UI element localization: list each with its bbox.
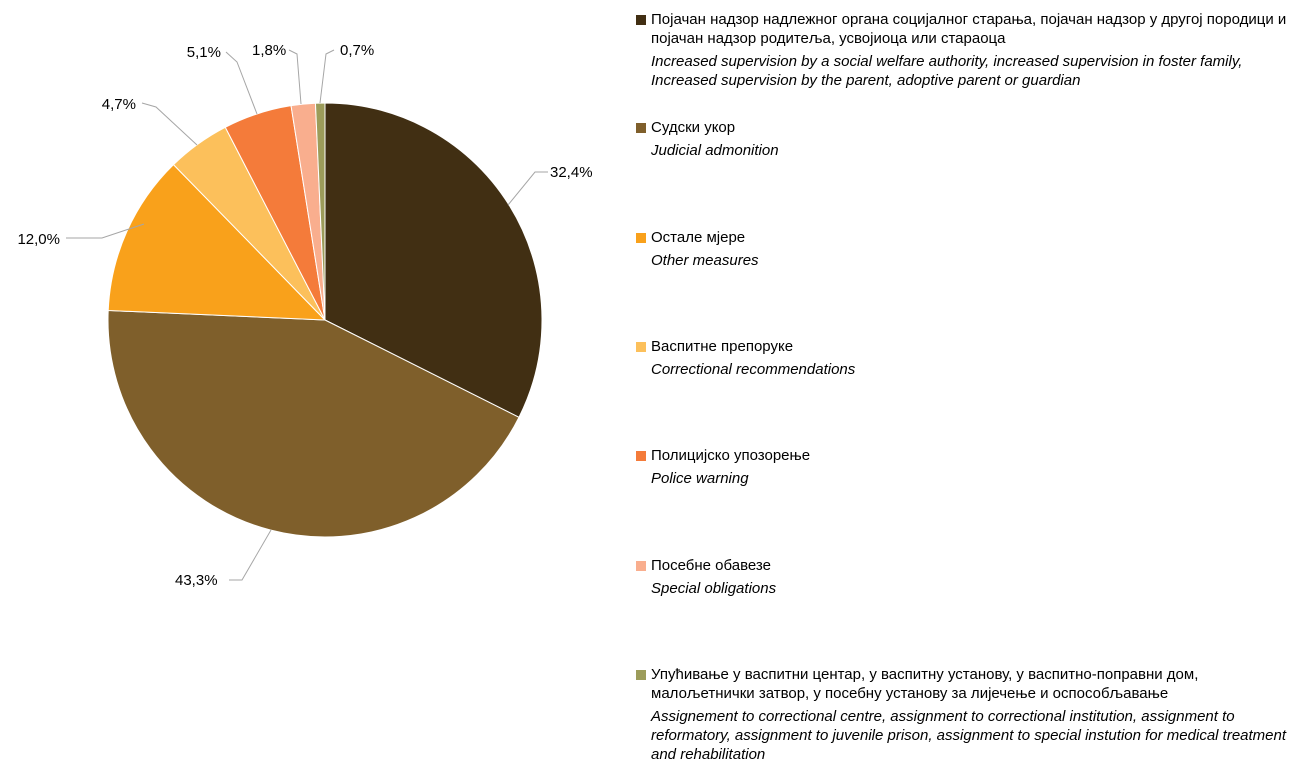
data-label: 5,1% bbox=[187, 44, 221, 61]
legend-swatch bbox=[636, 15, 646, 25]
leader-line bbox=[141, 102, 198, 146]
data-label: 4,7% bbox=[102, 96, 136, 113]
leader-line bbox=[319, 49, 335, 104]
leader-line bbox=[66, 223, 145, 239]
leader-line bbox=[288, 49, 302, 105]
legend-label-english: Other measures bbox=[651, 252, 759, 269]
legend-item: Упућивање у васпитни центар, у васпитну … bbox=[636, 665, 1301, 764]
legend-label-serbian: Судски укор bbox=[651, 119, 736, 136]
legend-label-serbian: Појачан надзор надлежног органа социјалн… bbox=[651, 11, 1287, 47]
legend-swatch bbox=[636, 123, 646, 133]
legend-label-serbian: Полицијско упозорење bbox=[651, 447, 811, 464]
legend-swatch bbox=[636, 342, 646, 352]
pie-slice bbox=[314, 102, 326, 321]
legend-label-english: Assignement to correctional centre, assi… bbox=[651, 708, 1287, 763]
leader-line bbox=[507, 171, 548, 206]
legend-label-serbian: Посебне обавезе bbox=[651, 557, 771, 574]
data-label: 12,0% bbox=[17, 231, 60, 248]
legend-item: Појачан надзор надлежног органа социјалн… bbox=[636, 10, 1301, 90]
pie-chart: 32,4% 43,3% 12,0% 4,7% 5,1% 1,8% 0,7% bbox=[17, 42, 593, 589]
legend-label-english: Police warning bbox=[651, 470, 749, 487]
legend-swatch bbox=[636, 451, 646, 461]
data-label: 43,3% bbox=[175, 572, 218, 589]
legend-label-english: Correctional recommendations bbox=[651, 361, 856, 378]
data-label: 1,8% bbox=[252, 42, 286, 59]
legend-label-english: Increased supervision by a social welfar… bbox=[651, 53, 1243, 89]
pie-slice bbox=[107, 163, 327, 321]
legend-label-english: Judicial admonition bbox=[651, 142, 779, 159]
legend-item: Посебне обавезе Special obligations bbox=[636, 556, 1301, 598]
leader-line bbox=[225, 51, 258, 115]
data-label: 0,7% bbox=[340, 42, 374, 59]
legend-swatch bbox=[636, 670, 646, 680]
legend-item: Остале мјере Other measures bbox=[636, 228, 1301, 270]
pie-slice bbox=[107, 309, 520, 538]
legend-label-serbian: Остале мјере bbox=[651, 229, 746, 246]
legend-label-serbian: Упућивање у васпитни центар, у васпитну … bbox=[651, 666, 1199, 702]
leader-line bbox=[229, 529, 272, 581]
data-label: 32,4% bbox=[550, 164, 593, 181]
legend-swatch bbox=[636, 561, 646, 571]
legend-swatch bbox=[636, 233, 646, 243]
pie-slice bbox=[324, 102, 543, 418]
legend-item: Полицијско упозорење Police warning bbox=[636, 446, 1301, 488]
legend-label-serbian: Васпитне препоруке bbox=[651, 338, 794, 355]
legend-item: Судски укор Judicial admonition bbox=[636, 118, 1301, 160]
legend-label-english: Special obligations bbox=[651, 580, 777, 597]
legend-item: Васпитне препоруке Correctional recommen… bbox=[636, 337, 1301, 379]
